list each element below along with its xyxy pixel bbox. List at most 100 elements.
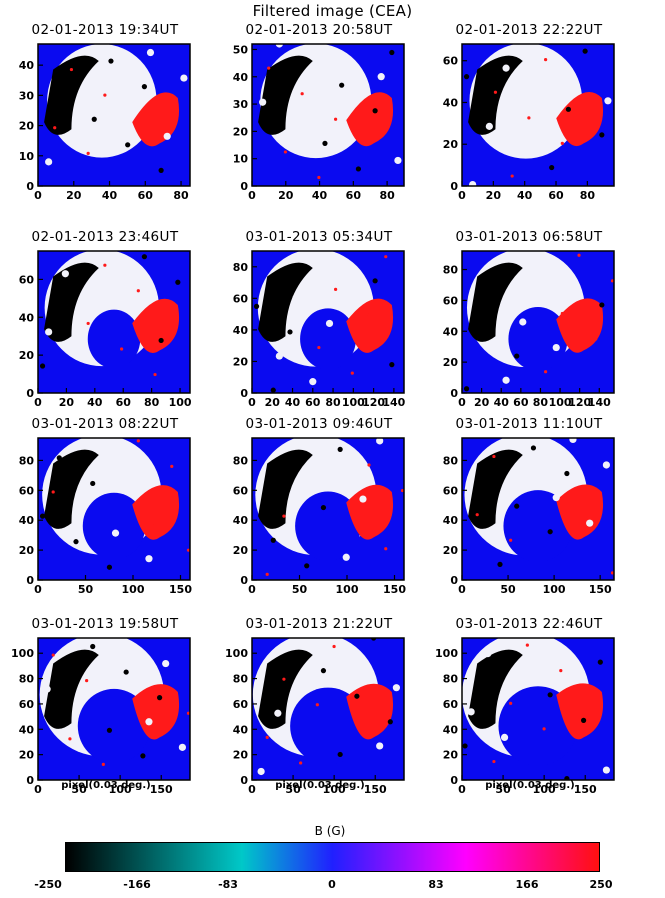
y-tick-label: 0 [26,774,34,787]
x-tick-label: 0 [248,583,256,596]
x-tick-label: 80 [325,396,341,409]
panel-plot: 0 20 40 60 80 0 20 40 60 [443,43,615,202]
flux-fragment [599,302,605,308]
y-tick-label: 20 [19,544,35,557]
flux-fragment [502,64,510,72]
y-tick-label: 40 [443,723,459,736]
flux-fragment [157,695,163,701]
flux-fragment [497,561,503,567]
plot-frame [37,437,191,581]
flux-fragment [51,490,55,494]
flux-fragment [337,751,343,758]
flux-fragment [394,156,402,165]
flux-fragment [141,84,147,90]
x-tick-label: 20 [66,189,82,202]
y-tick-label: 0 [26,387,34,400]
panel-plot: 0 50 100 150 0 20 40 60 80 100 [11,637,191,796]
x-tick-label: 50 [292,583,308,596]
x-tick-label: 60 [116,396,132,409]
flux-fragment [128,471,136,479]
flux-fragment [463,386,470,392]
flux-fragment [527,116,531,120]
x-tick-label: 0 [248,189,256,202]
flux-fragment [178,743,186,751]
magnetogram-panel: 03-01-2013 05:34UT 0 20 40 60 80 100 120 140 0 20 4… [222,229,412,409]
x-tick-label: 0 [458,396,466,409]
x-tick-label: 100 [336,583,359,596]
magnetogram-panel: 03-01-2013 19:58UT 0 50 100 150 0 20 40 60 80 100 p… [8,616,198,796]
x-tick-label: 40 [285,396,301,409]
panel-title: 02-01-2013 19:34UT [31,22,179,38]
magnetogram-panel: 03-01-2013 11:10UT 0 50 100 150 0 20 40 60 80 [432,416,622,596]
y-tick-label: 20 [233,544,249,557]
flux-fragment [547,529,553,535]
flux-fragment [141,254,147,260]
magnetogram-panel: 03-01-2013 22:46UT 0 50 100 150 0 20 40 60 80 100 p… [432,616,622,796]
flux-fragment [299,761,303,765]
y-tick-label: 50 [233,43,249,56]
plot-frame [37,250,191,394]
flux-fragment [544,58,548,62]
y-tick-label: 20 [19,749,35,762]
x-tick-label: 100 [109,783,132,796]
negative-polarity [44,262,99,342]
x-tick-label: 100 [543,583,566,596]
panel-title: 03-01-2013 19:58UT [31,616,179,632]
x-tick-label: 120 [362,396,385,409]
flux-fragment [282,677,286,681]
flux-fragment [372,278,378,284]
panel-plot: 0 20 40 60 80 0 10 20 30 40 [19,43,191,202]
colorbar-tick: -83 [218,878,238,891]
flux-fragment [309,378,317,386]
positive-polarity [346,92,394,147]
y-tick-label: 0 [26,574,34,587]
flux-fragment [387,719,393,725]
x-tick-label: 50 [78,583,94,596]
flux-fragment [85,679,89,683]
magnetogram-panel: 03-01-2013 08:22UT 0 50 100 150 0 20 40 60 80 [8,416,198,596]
x-tick-label: 20 [278,189,294,202]
flux-fragment [604,97,612,105]
panel-title: 03-01-2013 05:34UT [245,229,393,245]
flux-fragment [317,345,321,350]
flux-fragment [56,305,62,311]
flux-fragment [339,82,345,88]
flux-fragment [354,693,360,699]
quiet-region [300,308,356,370]
flux-fragment [384,547,388,551]
flux-fragment [389,362,395,368]
plot-frame [251,43,405,187]
flux-fragment [502,376,510,384]
y-tick-label: 20 [233,125,249,138]
y-tick-label: 60 [19,273,35,286]
x-tick-label: 50 [71,783,87,796]
y-tick-label: 80 [233,454,249,467]
negative-polarity [468,649,523,729]
flux-fragment [322,140,328,146]
x-tick-label: 150 [589,583,612,596]
plot-frame [461,43,615,187]
flux-fragment [270,537,276,543]
x-axis-label: pixel(0.03 deg.) [61,780,151,791]
flux-fragment [560,311,564,316]
panel-plot: 0 50 100 150 0 20 40 60 80 [19,437,192,596]
x-tick-label: 40 [87,396,103,409]
flux-fragment [602,461,610,469]
y-tick-label: 30 [19,89,35,102]
flux-fragment [51,653,55,657]
x-tick-label: 0 [248,396,256,409]
panel-title: 02-01-2013 23:46UT [31,229,179,245]
negative-polarity [468,55,523,135]
panel-title: 02-01-2013 20:58UT [245,22,393,38]
flux-fragment [86,321,90,326]
y-tick-label: 40 [19,59,35,72]
flux-fragment [475,513,479,517]
flux-fragment [320,668,327,674]
x-tick-label: 60 [548,189,564,202]
colorbar-tick: 83 [428,878,444,891]
flux-fragment [519,318,527,326]
x-tick-label: 0 [458,583,466,596]
y-tick-label: 20 [443,356,459,369]
flux-fragment [355,166,361,172]
flux-fragment [542,727,546,731]
